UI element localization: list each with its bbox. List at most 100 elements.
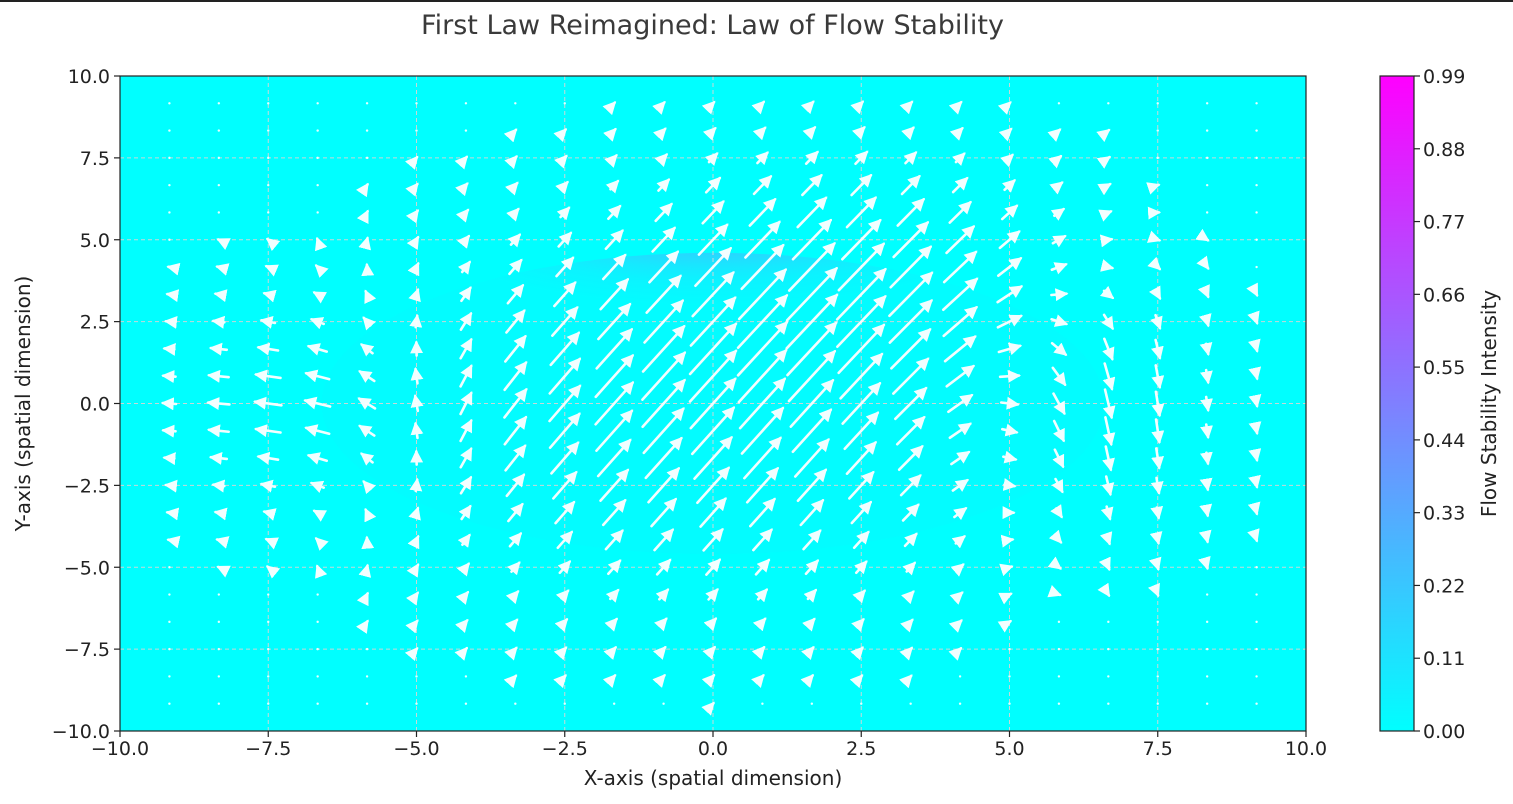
quiver-arrow	[162, 342, 176, 356]
quiver-arrow	[642, 407, 685, 455]
quiver-arrow	[751, 645, 766, 660]
x-tick-label: −2.5	[542, 738, 588, 760]
quiver-arrow	[168, 675, 171, 678]
quiver-arrow	[1198, 313, 1212, 328]
quiver-arrow	[796, 468, 828, 503]
quiver-arrow	[1147, 582, 1160, 598]
quiver-arrow	[643, 299, 685, 344]
quiver-arrow	[206, 369, 230, 383]
quiver-arrow	[612, 702, 616, 705]
quiver-arrow	[1148, 285, 1162, 301]
quiver-arrow	[997, 342, 1023, 356]
quiver-arrow	[1151, 338, 1164, 360]
quiver-arrow	[854, 560, 868, 575]
quiver-arrow	[998, 127, 1013, 142]
quiver-arrow	[852, 589, 866, 604]
quiver-arrow	[1146, 182, 1161, 195]
quiver-arrow	[752, 126, 767, 141]
quiver-arrow	[702, 645, 716, 660]
colorbar-ticks: 0.00 0.11 0.22 0.33 0.44 0.55 0.66 0.77 0.88 0.99	[1414, 66, 1465, 743]
quiver-arrow	[358, 563, 372, 578]
quiver-arrow	[1008, 647, 1011, 651]
quiver-arrow	[508, 258, 523, 276]
x-axis-label: X-axis (spatial dimension)	[584, 766, 843, 790]
quiver-arrow	[356, 619, 369, 634]
quiver-arrow	[999, 396, 1020, 410]
quiver-arrow	[1199, 341, 1213, 357]
quiver-arrow	[601, 253, 627, 281]
colorbar-tick-label: 0.44	[1423, 430, 1465, 452]
quiver-arrow	[1205, 620, 1209, 624]
quiver-arrow	[552, 470, 578, 500]
quiver-arrow	[503, 360, 528, 392]
quiver-arrow	[889, 245, 933, 289]
quiver-arrow	[503, 128, 518, 143]
quiver-arrow	[603, 646, 617, 661]
quiver-arrow	[217, 647, 221, 651]
quiver-arrow	[802, 529, 822, 551]
quiver-arrow	[1101, 313, 1114, 331]
quiver-arrow	[362, 480, 376, 495]
quiver-arrow	[456, 234, 471, 249]
quiver-arrow	[553, 281, 577, 308]
quiver-arrow	[316, 675, 319, 678]
quiver-arrow	[1248, 393, 1262, 408]
quiver-arrow	[801, 173, 823, 197]
quiver-arrow	[1156, 620, 1159, 624]
quiver-arrow	[259, 479, 277, 493]
quiver-arrow	[1149, 531, 1163, 546]
quiver-arrow	[267, 647, 270, 651]
quiver-arrow	[358, 370, 376, 383]
quiver-arrow	[1255, 675, 1258, 678]
quiver-arrow	[607, 559, 622, 576]
quiver-arrow	[604, 153, 618, 168]
y-tick-label: −7.5	[64, 639, 110, 661]
quiver-arrow	[605, 179, 620, 194]
quiver-arrow	[596, 438, 632, 478]
quiver-arrow	[312, 509, 328, 522]
quiver-arrow	[1205, 129, 1209, 132]
quiver-arrow	[309, 317, 326, 330]
quiver-arrow	[458, 504, 472, 521]
quiver-arrow	[791, 408, 833, 454]
quiver-arrow	[1050, 314, 1069, 327]
quiver-arrow	[998, 592, 1013, 605]
quiver-arrow	[407, 261, 420, 277]
quiver-arrow	[267, 156, 270, 160]
quiver-arrow	[217, 620, 221, 624]
quiver-arrow	[556, 206, 571, 221]
quiver-arrow	[604, 529, 624, 551]
quiver-arrow	[1057, 675, 1061, 678]
quiver-arrow	[701, 200, 725, 225]
quiver-arrow	[459, 391, 473, 416]
quiver-arrow	[701, 701, 715, 716]
quiver-arrow	[738, 377, 787, 430]
quiver-arrow	[595, 327, 634, 370]
quiver-arrow	[161, 424, 177, 438]
quiver-arrow	[1248, 421, 1262, 436]
y-tick-label: 5.0	[80, 230, 110, 252]
quiver-arrow	[303, 396, 332, 410]
quiver-arrow	[1002, 450, 1018, 464]
quiver-arrow	[999, 563, 1014, 577]
quiver-arrow	[365, 647, 369, 651]
quiver-arrow	[641, 324, 686, 373]
quiver-arrow	[316, 129, 319, 132]
quiver-arrow	[262, 508, 277, 521]
quiver-arrow	[464, 675, 468, 678]
quiver-arrow	[253, 396, 283, 410]
quiver-arrow	[1248, 448, 1262, 463]
quiver-arrow	[1000, 534, 1015, 548]
quiver-arrow	[703, 617, 718, 632]
quiver-arrow	[802, 617, 816, 632]
quiver-arrow	[897, 444, 924, 472]
quiver-arrow	[599, 277, 630, 311]
quiver-arrow	[211, 479, 226, 493]
quiver-arrow	[950, 563, 965, 577]
quiver-arrow	[942, 305, 978, 338]
quiver-arrow	[602, 674, 617, 689]
quiver-arrow	[1205, 702, 1209, 705]
quiver-arrow	[854, 150, 869, 166]
quiver-arrow	[168, 211, 171, 214]
quiver-arrow	[903, 151, 918, 165]
